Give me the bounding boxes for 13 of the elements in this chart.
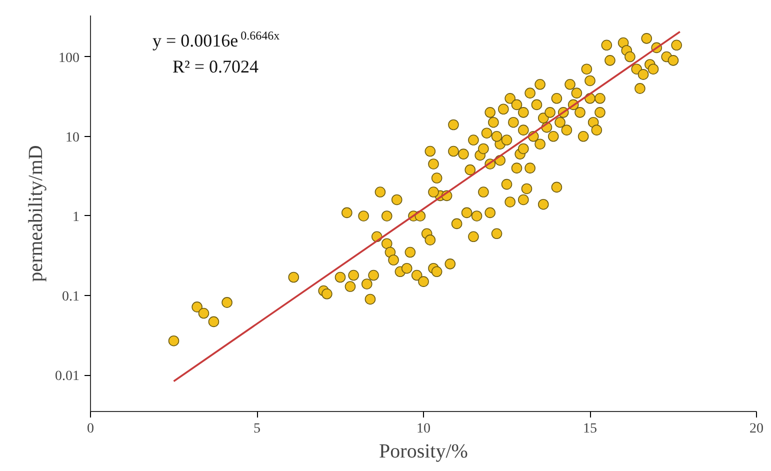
x-tick-label: 15 — [583, 422, 597, 436]
x-tick-label: 0 — [87, 422, 94, 436]
y-tick-label: 0.1 — [62, 290, 80, 305]
x-axis-title: Porosity/% — [379, 440, 468, 462]
x-tick-label: 20 — [750, 422, 764, 436]
y-tick-label: 100 — [58, 50, 80, 66]
y-tick-label: 0.01 — [55, 369, 80, 384]
y-tick-label: 10 — [66, 130, 80, 146]
y-axis-title: permeability/mD — [25, 145, 47, 282]
y-tick-label: 1 — [72, 210, 80, 225]
annotation: R² = 0.7024 — [172, 56, 259, 76]
x-tick-label: 10 — [416, 422, 430, 436]
x-tick-label: 5 — [254, 422, 260, 436]
